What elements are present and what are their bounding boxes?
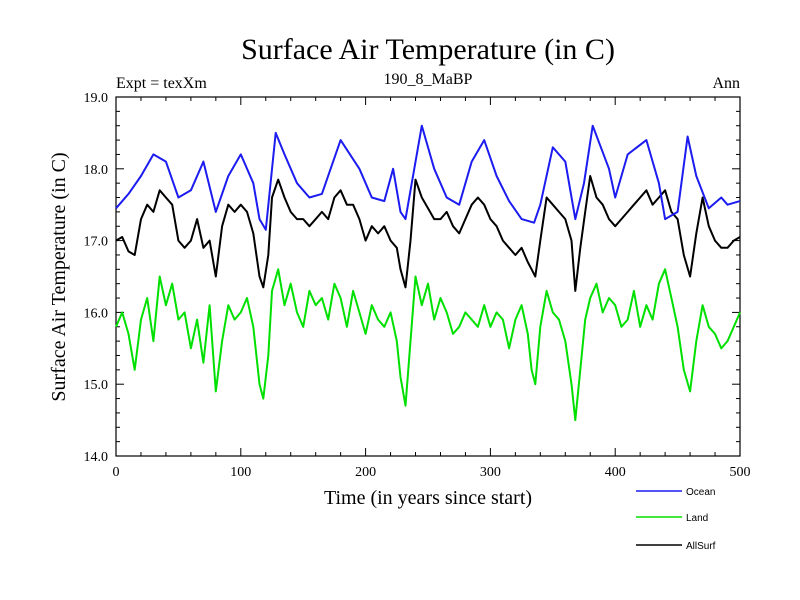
plot-frame	[115, 96, 741, 457]
y-tick-label: 16.0	[84, 306, 109, 321]
chart-subtitle: 190_8_MaBP	[384, 71, 473, 88]
legend-label-ocean: Ocean	[686, 487, 715, 498]
series-line-land	[115, 268, 741, 422]
y-tick-label: 19.0	[84, 91, 109, 106]
x-tick-label: 0	[113, 465, 120, 480]
x-tick-label: 400	[605, 465, 626, 480]
period-label: Ann	[712, 75, 740, 92]
series-line-allsurf	[115, 175, 741, 292]
y-tick-label: 15.0	[84, 378, 109, 393]
legend-label-land: Land	[686, 513, 708, 524]
experiment-label: Expt = texXm	[116, 75, 207, 92]
legend: Ocean Land AllSurf	[636, 487, 716, 552]
y-tick-label: 18.0	[84, 163, 109, 178]
x-tick-label: 200	[355, 465, 376, 480]
plot-area: 14.0 15.0 16.0 17.0 18.0 19.0 0 100 200 300 400 500	[84, 91, 751, 480]
y-tick-label: 17.0	[84, 235, 109, 250]
x-tick-label: 100	[230, 465, 251, 480]
legend-label-allsurf: AllSurf	[686, 541, 716, 552]
x-tick-label: 500	[730, 465, 751, 480]
series-line-ocean	[115, 124, 741, 231]
chart-title: Surface Air Temperature (in C)	[241, 33, 615, 66]
y-tick-label: 14.0	[84, 450, 109, 465]
x-tick-label: 300	[480, 465, 501, 480]
x-axis-label: Time (in years since start)	[324, 487, 532, 509]
y-axis-label: Surface Air Temperature (in C)	[48, 152, 70, 401]
